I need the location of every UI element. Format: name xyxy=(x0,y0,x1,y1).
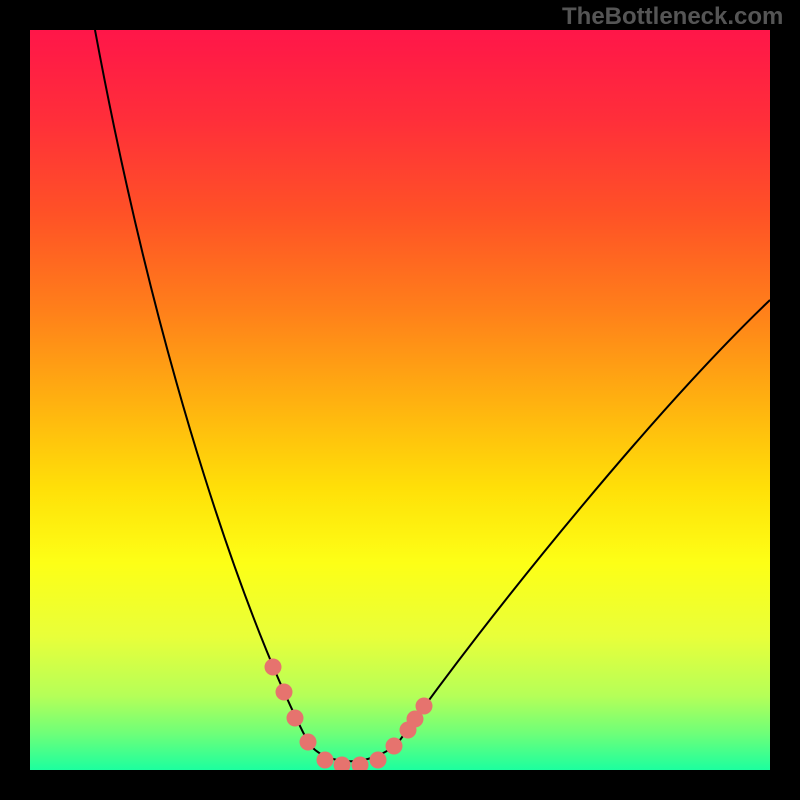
marker-dot xyxy=(370,752,387,769)
marker-dot xyxy=(352,757,369,774)
marker-dot xyxy=(416,698,433,715)
chart-svg xyxy=(0,0,800,800)
marker-dot xyxy=(276,684,293,701)
marker-dot xyxy=(386,738,403,755)
marker-dot xyxy=(287,710,304,727)
marker-dot xyxy=(300,734,317,751)
marker-dot xyxy=(317,752,334,769)
bottleneck-curve xyxy=(95,30,770,761)
marker-dot xyxy=(265,659,282,676)
marker-dot xyxy=(334,757,351,774)
watermark-text: TheBottleneck.com xyxy=(562,3,783,31)
